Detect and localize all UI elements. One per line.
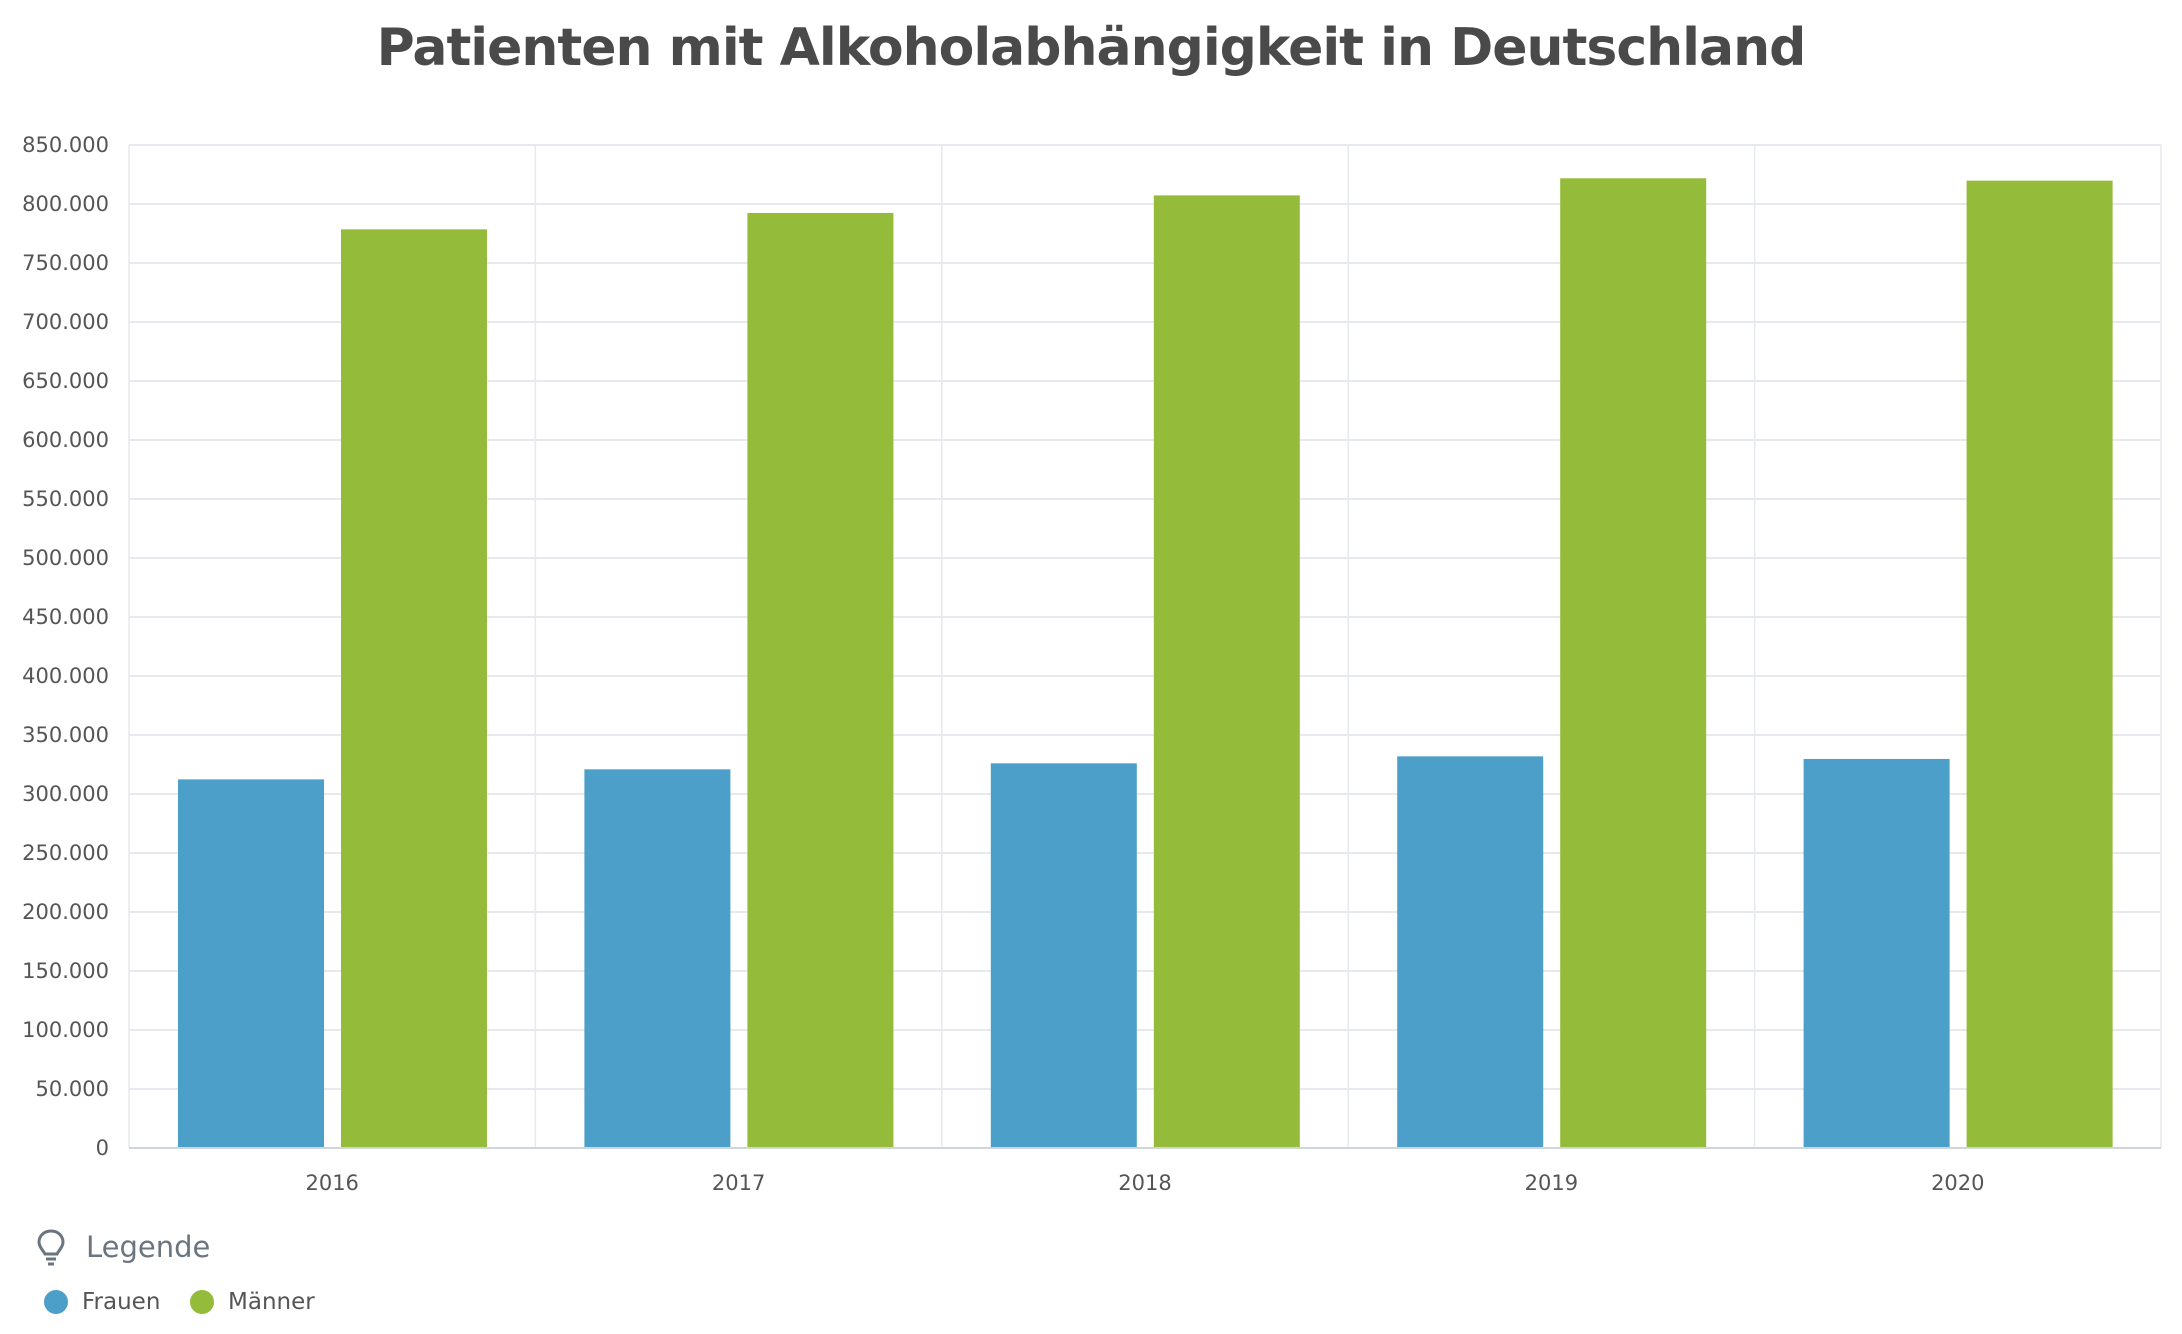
bar-frauen-2018 (990, 763, 1137, 1148)
x-tick-label: 2019 (1525, 1171, 1578, 1195)
bar-frauen-2017 (584, 769, 731, 1148)
bar-frauen-2016 (178, 779, 324, 1148)
y-tick-label: 100.000 (22, 1018, 109, 1042)
y-tick-label: 450.000 (22, 605, 109, 629)
legend-title: Legende (86, 1230, 211, 1264)
legend-item-frauen[interactable]: Frauen (44, 1289, 160, 1315)
y-tick-label: 850.000 (22, 133, 109, 157)
y-tick-label: 500.000 (22, 546, 109, 570)
y-tick-label: 650.000 (22, 369, 109, 393)
x-tick-label: 2020 (1931, 1171, 1984, 1195)
x-tick-label: 2016 (305, 1171, 358, 1195)
y-tick-label: 800.000 (22, 192, 109, 216)
y-tick-label: 300.000 (22, 782, 109, 806)
bar-frauen-2019 (1397, 756, 1544, 1148)
y-tick-label: 250.000 (22, 841, 109, 865)
x-tick-label: 2018 (1118, 1171, 1171, 1195)
y-tick-label: 50.000 (36, 1077, 109, 1101)
y-tick-label: 200.000 (22, 900, 109, 924)
y-tick-label: 700.000 (22, 310, 109, 334)
bar-maenner-2018 (1153, 195, 1300, 1149)
bar-maenner-2016 (341, 229, 487, 1148)
legend-dot-maenner (190, 1290, 214, 1314)
y-tick-label: 0 (96, 1136, 109, 1160)
y-tick-label: 600.000 (22, 428, 109, 452)
legend-item-maenner[interactable]: Männer (190, 1289, 315, 1315)
bar-maenner-2020 (1966, 180, 2113, 1149)
chart-title: Patienten mit Alkoholabhängigkeit in Deu… (376, 18, 1807, 78)
legend-label-maenner: Männer (228, 1289, 315, 1315)
y-tick-label: 550.000 (22, 487, 109, 511)
x-tick-label: 2017 (712, 1171, 765, 1195)
bar-maenner-2017 (747, 212, 894, 1148)
bar-maenner-2019 (1560, 178, 1707, 1148)
y-tick-label: 150.000 (22, 959, 109, 983)
bar-frauen-2020 (1803, 758, 1950, 1148)
y-tick-label: 750.000 (22, 251, 109, 275)
legend-dot-frauen (44, 1290, 68, 1314)
legend-label-frauen: Frauen (82, 1289, 161, 1315)
y-tick-label: 400.000 (22, 664, 109, 688)
lightbulb-icon (37, 1229, 65, 1266)
y-tick-label: 350.000 (22, 723, 109, 747)
